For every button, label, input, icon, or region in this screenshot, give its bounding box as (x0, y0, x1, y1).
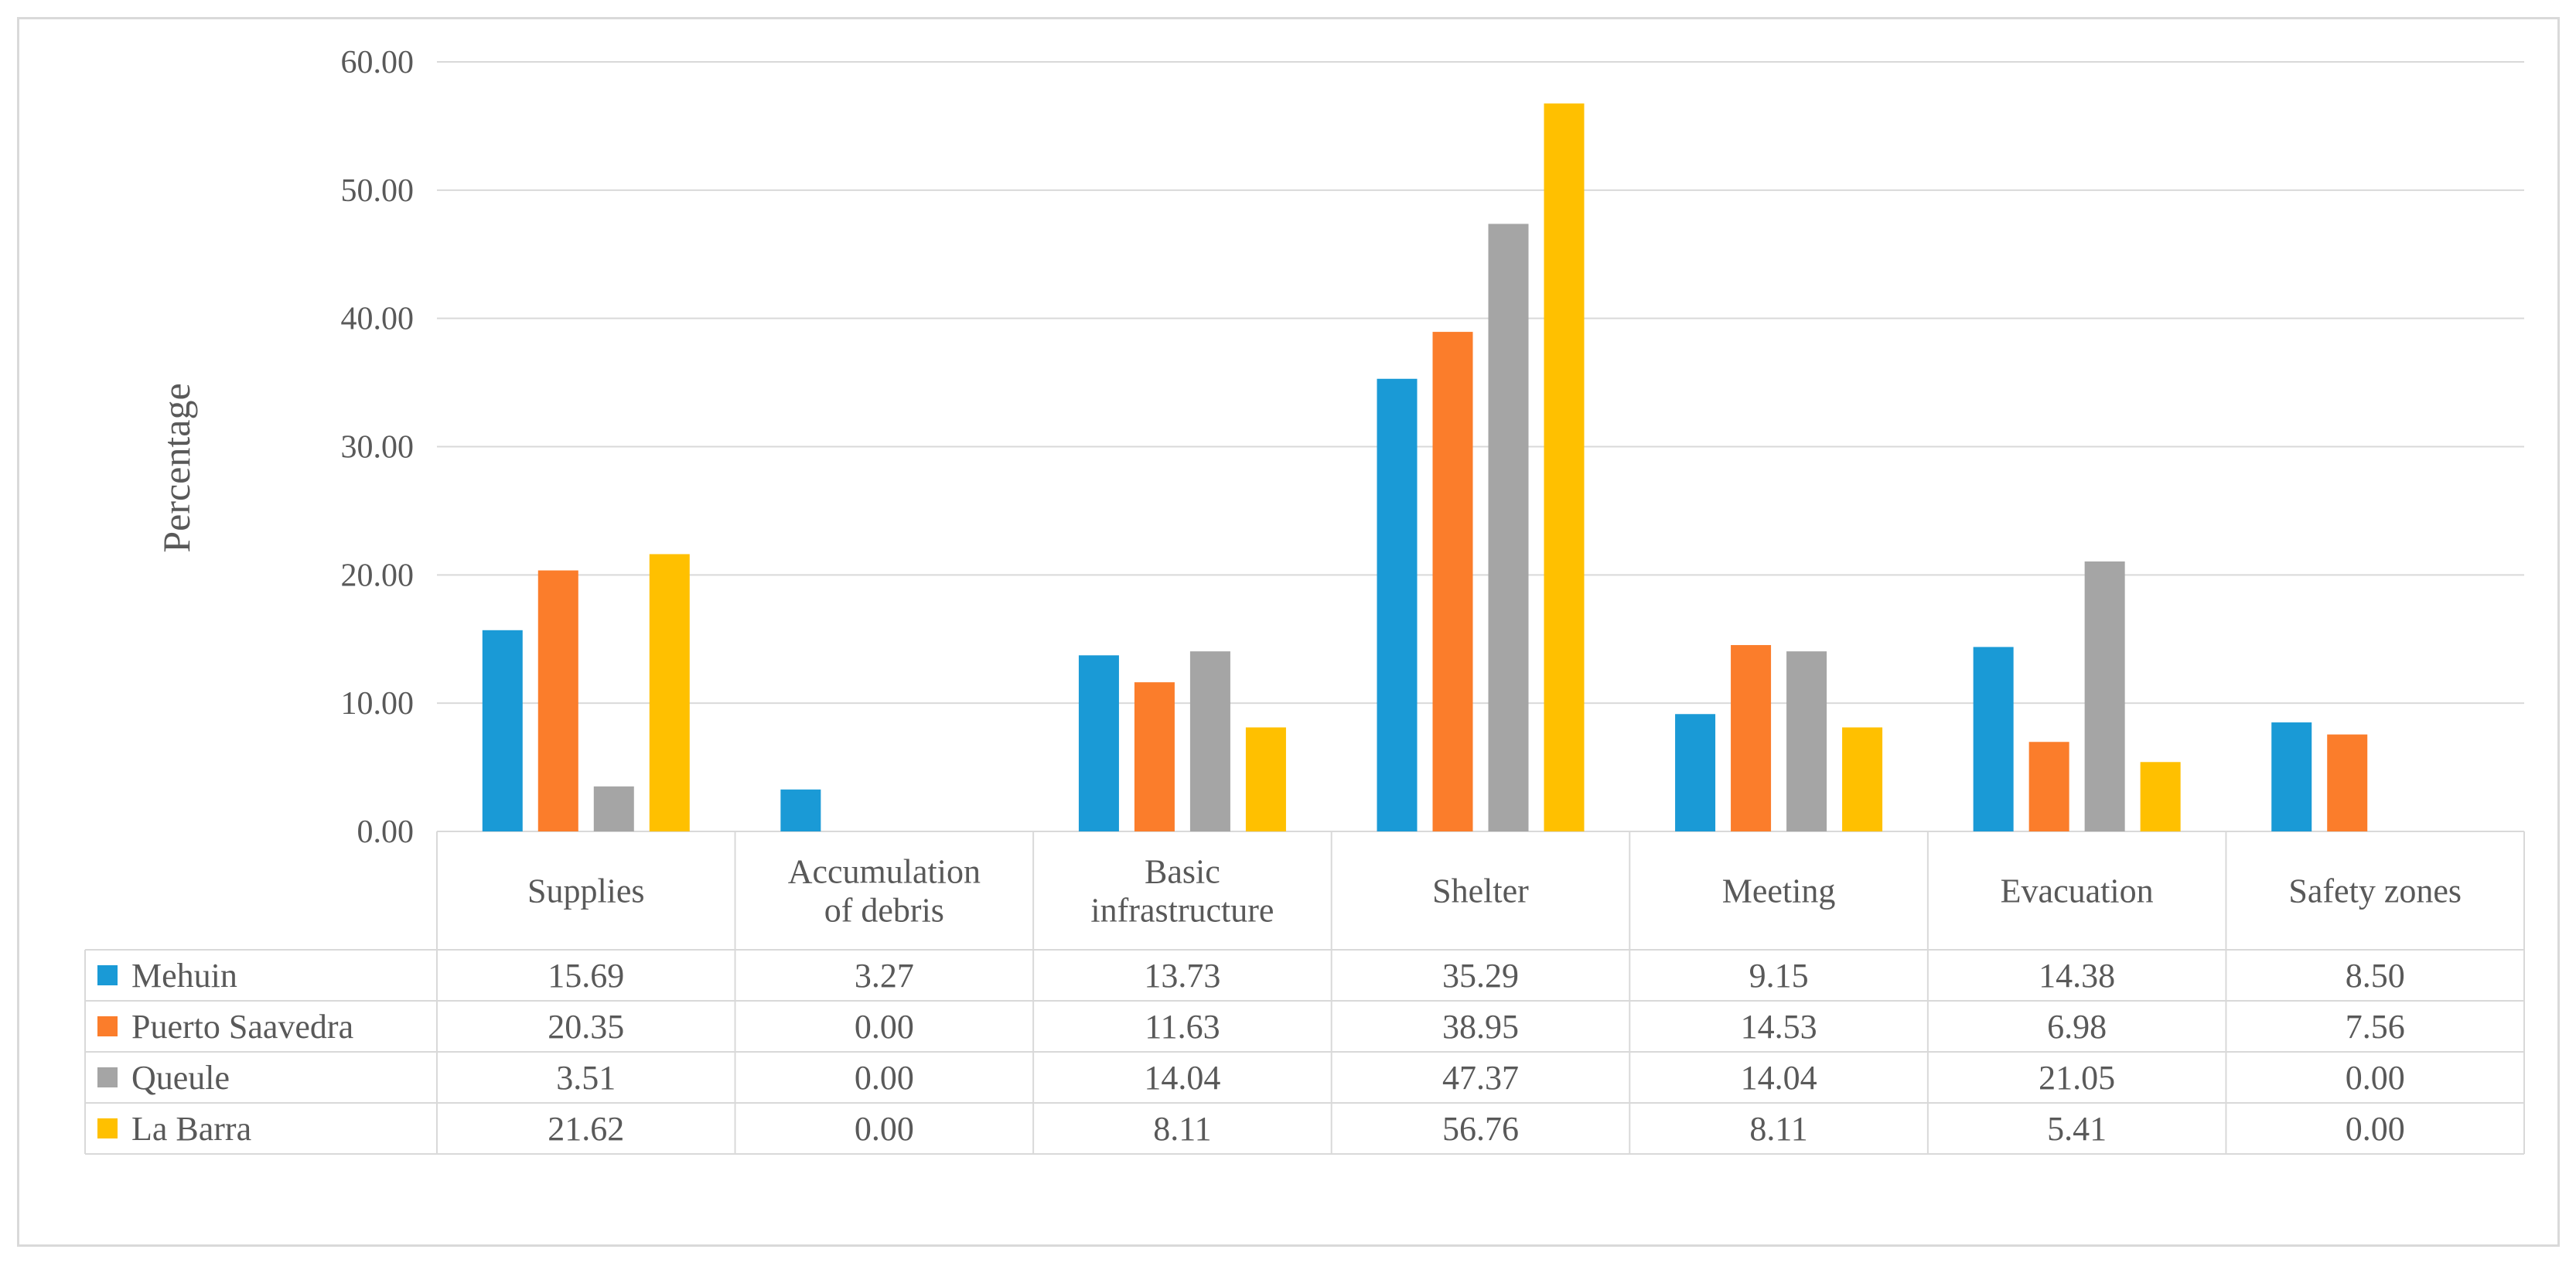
data-label: 20.35 (548, 1008, 624, 1046)
bar (1432, 332, 1473, 831)
data-label: 21.05 (2039, 1059, 2115, 1097)
gridlines (437, 61, 2524, 832)
data-label: 3.27 (855, 957, 914, 995)
x-tick-label: Supplies (527, 872, 645, 910)
data-label: 0.00 (2346, 1110, 2405, 1148)
data-label: 0.00 (855, 1059, 914, 1097)
x-tick-label: Safety zones (2288, 872, 2462, 910)
data-label: 8.11 (1153, 1110, 1211, 1148)
bar (649, 554, 690, 831)
y-tick-label: 30.00 (341, 430, 415, 466)
y-tick-label: 0.00 (357, 814, 415, 850)
x-tick-label: Meeting (1722, 872, 1836, 910)
y-axis: 0.00 10.00 20.00 30.00 40.00 50.00 60.00 (341, 45, 415, 850)
bar (482, 630, 523, 831)
data-label: 0.00 (855, 1110, 914, 1148)
data-label: 38.95 (1442, 1008, 1519, 1046)
data-label: 7.56 (2346, 1008, 2405, 1046)
data-label: 6.98 (2047, 1008, 2107, 1046)
bar (2140, 762, 2181, 831)
bar (2028, 742, 2069, 831)
bar (1245, 727, 1286, 831)
chart-frame (17, 17, 2560, 1247)
legend-label: Puerto Saavedra (131, 1008, 353, 1046)
legend-key (97, 965, 118, 985)
legend-key (97, 1118, 118, 1138)
x-tick-label: Evacuation (2001, 872, 2154, 910)
bar (1189, 651, 1230, 831)
x-tick-label: Accumulation (788, 853, 981, 891)
bar (537, 570, 578, 831)
data-label: 0.00 (855, 1008, 914, 1046)
data-label: 5.41 (2047, 1110, 2107, 1148)
x-tick-label: Shelter (1432, 872, 1529, 910)
legend-label: Queule (131, 1059, 230, 1097)
bar (780, 789, 821, 831)
y-tick-label: 10.00 (341, 686, 415, 722)
data-label: 13.73 (1144, 957, 1220, 995)
legend-label: La Barra (131, 1110, 251, 1148)
data-label: 47.37 (1442, 1059, 1519, 1097)
data-label: 15.69 (548, 957, 624, 995)
data-label: 35.29 (1442, 957, 1519, 995)
y-axis-label: Percentage (155, 383, 198, 552)
bar (2327, 734, 2368, 831)
bar (1675, 714, 1716, 831)
data-label: 8.50 (2346, 957, 2405, 995)
bar (2271, 722, 2312, 831)
bars (482, 103, 2368, 832)
bar (1973, 647, 2014, 831)
data-label: 21.62 (548, 1110, 624, 1148)
y-tick-label: 50.00 (341, 173, 415, 209)
data-label: 8.11 (1749, 1110, 1807, 1148)
data-label: 11.63 (1145, 1008, 1220, 1046)
data-label: 9.15 (1749, 957, 1809, 995)
bar (1842, 727, 1883, 831)
bar (593, 786, 634, 831)
x-tick-label: of debris (824, 892, 944, 930)
legend-key (97, 1067, 118, 1087)
data-label: 0.00 (2346, 1059, 2405, 1097)
data-label: 56.76 (1442, 1110, 1519, 1148)
y-tick-label: 40.00 (341, 302, 415, 337)
y-tick-label: 20.00 (341, 558, 415, 593)
data-label: 14.53 (1741, 1008, 1817, 1046)
bar (1544, 103, 1585, 832)
bar (1488, 224, 1529, 831)
data-label: 14.04 (1144, 1059, 1220, 1097)
bar (1731, 645, 1772, 831)
bar (1078, 655, 1119, 831)
data-label: 14.04 (1741, 1059, 1817, 1097)
bar (1377, 378, 1418, 831)
bar (2084, 561, 2125, 831)
legend-label: Mehuin (131, 957, 237, 995)
data-label: 14.38 (2039, 957, 2115, 995)
x-tick-label: infrastructure (1090, 892, 1274, 930)
bar (1786, 651, 1827, 831)
bar (1134, 682, 1175, 831)
y-tick-label: 60.00 (341, 45, 415, 80)
data-label: 3.51 (556, 1059, 616, 1097)
x-tick-label: Basic (1145, 853, 1220, 891)
legend-key (97, 1016, 118, 1036)
